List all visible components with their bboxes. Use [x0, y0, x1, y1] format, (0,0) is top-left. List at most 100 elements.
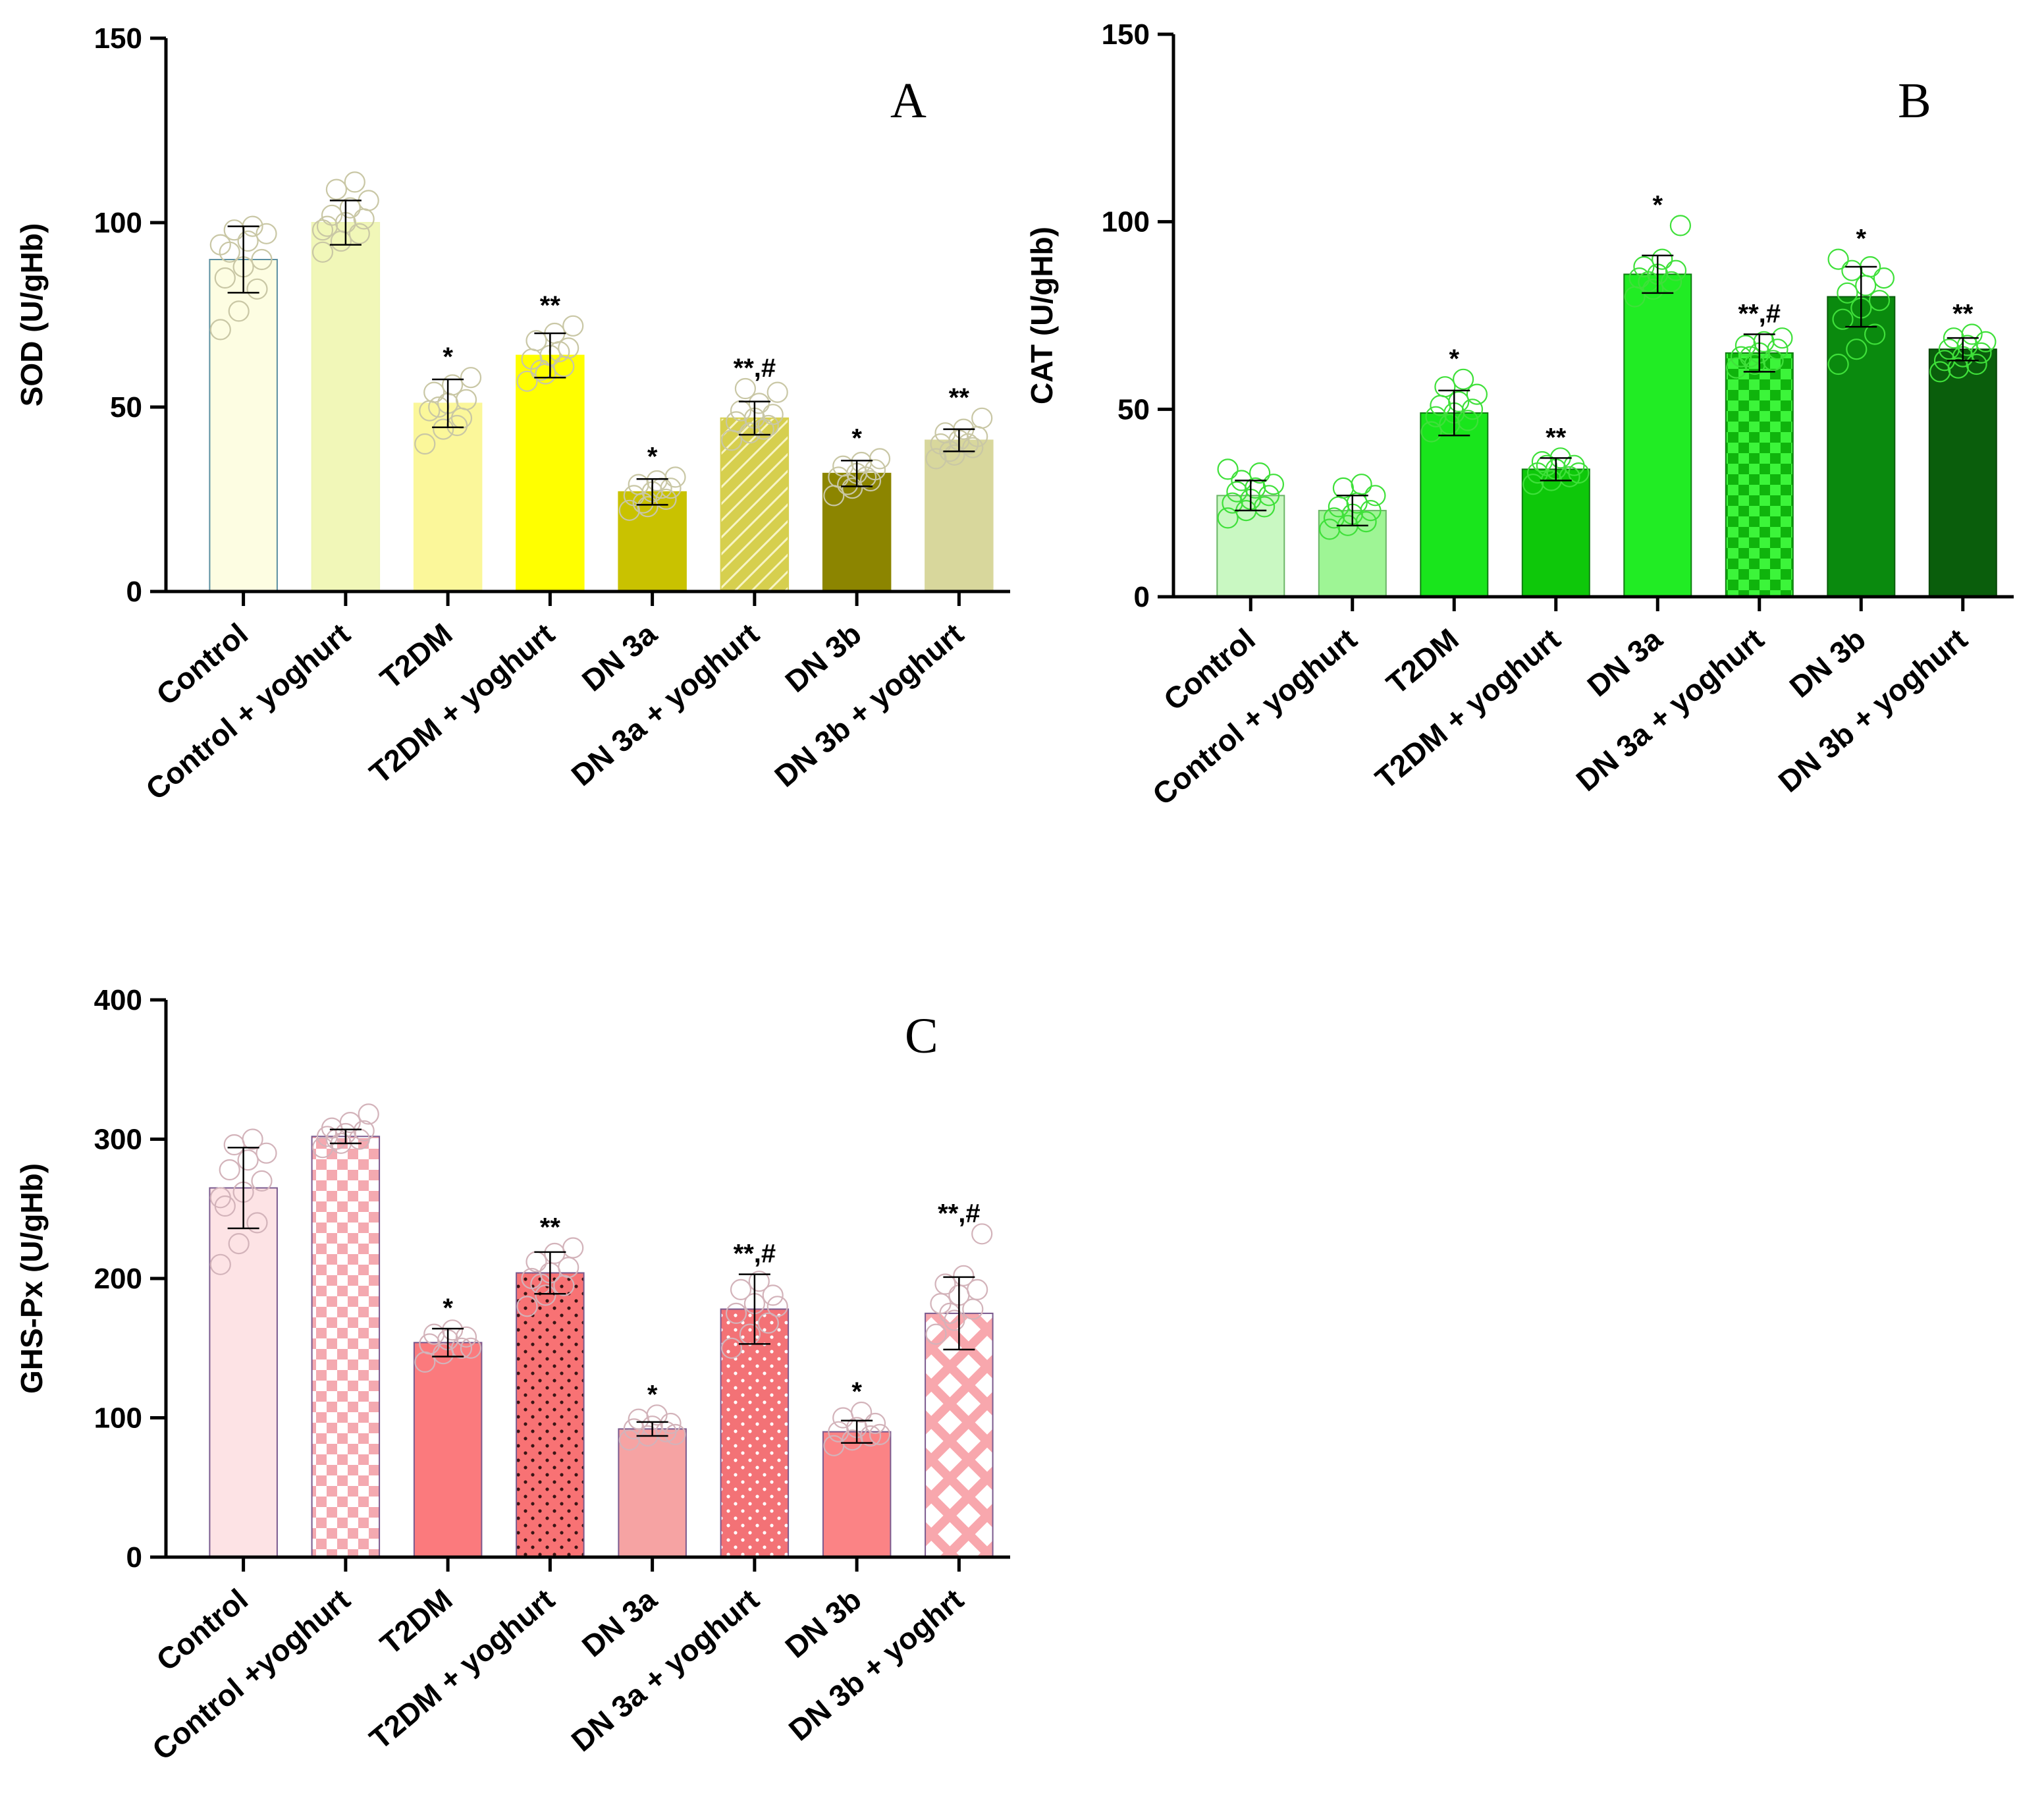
data-point [209, 234, 231, 256]
data-point [223, 1134, 245, 1156]
x-tick-label: DN 3b + yoghurt [768, 617, 970, 794]
data-point [1434, 376, 1456, 398]
data-point [1217, 507, 1239, 529]
data-point [525, 1251, 547, 1273]
x-tick-label: T2DM [1380, 622, 1465, 701]
y-axis-label: SOD (U/gHb) [14, 223, 49, 407]
bar [311, 222, 381, 592]
data-point [962, 437, 984, 458]
data-point [971, 1223, 993, 1245]
data-point [311, 219, 334, 241]
data-point [720, 1337, 743, 1359]
x-tick-label: DN 3a [576, 1582, 664, 1664]
data-point [1669, 215, 1691, 236]
x-tick-label: DN 3a + yoghurt [565, 617, 766, 792]
data-point [460, 367, 482, 389]
significance-label: **,# [1738, 300, 1781, 329]
data-point [967, 1278, 988, 1301]
data-point [832, 1407, 854, 1429]
data-point [1355, 510, 1377, 533]
y-tick-label: 0 [126, 1541, 142, 1574]
data-point [1332, 477, 1355, 499]
data-point [1420, 421, 1442, 443]
data-point [251, 248, 273, 271]
data-point [944, 1309, 965, 1331]
error-bar [1743, 333, 1775, 373]
bar [413, 1342, 483, 1558]
data-point [1827, 353, 1849, 375]
data-point [1360, 499, 1382, 522]
data-point [246, 1212, 268, 1234]
data-point [209, 1253, 231, 1275]
data-point [869, 1423, 891, 1445]
data-point [237, 1149, 259, 1171]
data-point [655, 488, 677, 510]
data-point [1318, 518, 1341, 540]
data-point [944, 444, 965, 466]
data-point [766, 1296, 788, 1317]
significance-label: * [443, 1294, 453, 1323]
significance-label: * [1856, 225, 1866, 254]
error-bar [841, 1419, 873, 1444]
error-bar [636, 478, 668, 506]
error-bar [1336, 495, 1368, 527]
data-point [971, 407, 993, 429]
data-points [618, 1404, 686, 1451]
data-points [311, 171, 379, 263]
data-point [433, 418, 454, 440]
data-point [748, 393, 770, 414]
data-point [251, 1170, 273, 1192]
data-point [864, 1412, 886, 1435]
x-tick-label: DN 3b [778, 617, 867, 699]
bar [311, 1136, 381, 1558]
data-point [859, 470, 882, 492]
bar [1623, 273, 1692, 597]
y-tick-label: 300 [94, 1124, 142, 1156]
data-point [1832, 308, 1854, 330]
data-point [1245, 477, 1266, 499]
data-point [1457, 410, 1479, 431]
data-point [237, 230, 259, 252]
data-point [1975, 331, 1997, 353]
error-bar [432, 378, 464, 429]
x-tick-label: T2DM + yoghurt [1369, 622, 1567, 796]
y-tick-label: 0 [1134, 581, 1150, 613]
error-bar [943, 428, 975, 453]
data-point [1568, 462, 1590, 484]
data-point [256, 223, 277, 244]
panel-label: C [905, 1008, 938, 1064]
data-point [748, 1271, 770, 1292]
data-point [311, 241, 334, 263]
panel-label: A [890, 73, 927, 128]
error-bar [227, 225, 259, 294]
data-point [525, 330, 547, 352]
data-point [455, 389, 477, 410]
y-tick-label: 100 [1102, 206, 1150, 238]
data-point [1961, 323, 1983, 345]
data-points [209, 1128, 277, 1275]
error-bar [1438, 389, 1470, 437]
data-point [1762, 350, 1784, 371]
data-point [358, 190, 379, 211]
significance-label: **,# [938, 1199, 981, 1228]
significance-label: ** [949, 383, 970, 412]
data-point [1448, 391, 1470, 413]
error-bar [534, 1251, 566, 1295]
data-point [623, 1418, 645, 1440]
error-bar [738, 1273, 770, 1345]
significance-label: * [851, 1377, 862, 1406]
x-tick-label: DN 3a [1580, 622, 1669, 703]
error-bar [329, 1128, 362, 1145]
y-tick-label: 0 [126, 576, 142, 608]
significance-label: * [647, 442, 658, 471]
data-point [646, 1404, 668, 1426]
data-point [1841, 260, 1863, 281]
significance-label: **,# [734, 354, 776, 383]
data-point [441, 1319, 464, 1341]
bar [822, 1431, 892, 1558]
data-point [1767, 339, 1788, 360]
data-point [544, 1242, 566, 1265]
data-point [1249, 462, 1271, 484]
